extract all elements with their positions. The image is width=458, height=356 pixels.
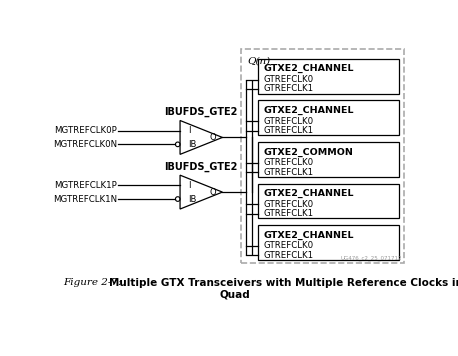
Text: I: I xyxy=(188,126,190,135)
Text: UG476_c2_25_071712: UG476_c2_25_071712 xyxy=(340,256,402,261)
Bar xyxy=(258,142,399,177)
Text: MGTREFCLK1N: MGTREFCLK1N xyxy=(53,194,117,204)
Text: GTREFCLK0: GTREFCLK0 xyxy=(264,241,314,251)
Text: MGTREFCLK0P: MGTREFCLK0P xyxy=(54,126,117,135)
Text: GTREFCLK0: GTREFCLK0 xyxy=(264,200,314,209)
Text: GTREFCLK1: GTREFCLK1 xyxy=(264,84,314,93)
Text: GTXE2_CHANNEL: GTXE2_CHANNEL xyxy=(264,189,354,198)
Text: MGTREFCLK0N: MGTREFCLK0N xyxy=(53,140,117,149)
Text: Quad: Quad xyxy=(219,289,250,299)
Text: O: O xyxy=(210,133,217,142)
Text: O: O xyxy=(210,188,217,197)
Text: GTREFCLK0: GTREFCLK0 xyxy=(264,75,314,84)
Text: GTREFCLK0: GTREFCLK0 xyxy=(264,158,314,167)
Text: Multiple GTX Transceivers with Multiple Reference Clocks in a single: Multiple GTX Transceivers with Multiple … xyxy=(109,278,458,288)
Text: GTREFCLK1: GTREFCLK1 xyxy=(264,251,314,260)
Text: Figure 2-7:: Figure 2-7: xyxy=(63,278,121,287)
Text: GTXE2_CHANNEL: GTXE2_CHANNEL xyxy=(264,231,354,240)
Text: GTREFCLK1: GTREFCLK1 xyxy=(264,126,314,135)
Text: GTXE2_CHANNEL: GTXE2_CHANNEL xyxy=(264,64,354,73)
Bar xyxy=(258,59,399,94)
Text: GTXE2_CHANNEL: GTXE2_CHANNEL xyxy=(264,106,354,115)
Bar xyxy=(241,49,404,263)
Text: MGTREFCLK1P: MGTREFCLK1P xyxy=(54,180,117,190)
Bar xyxy=(258,225,399,260)
Bar xyxy=(258,100,399,135)
Text: GTREFCLK1: GTREFCLK1 xyxy=(264,209,314,218)
Text: Q(n): Q(n) xyxy=(247,57,270,66)
Text: GTREFCLK0: GTREFCLK0 xyxy=(264,117,314,126)
Text: IBUFDS_GTE2: IBUFDS_GTE2 xyxy=(164,162,238,172)
Text: GTXE2_COMMON: GTXE2_COMMON xyxy=(264,147,354,157)
Text: IBUFDS_GTE2: IBUFDS_GTE2 xyxy=(164,107,238,117)
Text: I: I xyxy=(188,180,190,190)
Bar xyxy=(258,184,399,218)
Text: IB: IB xyxy=(188,194,196,204)
Text: GTREFCLK1: GTREFCLK1 xyxy=(264,168,314,177)
Text: IB: IB xyxy=(188,140,196,149)
